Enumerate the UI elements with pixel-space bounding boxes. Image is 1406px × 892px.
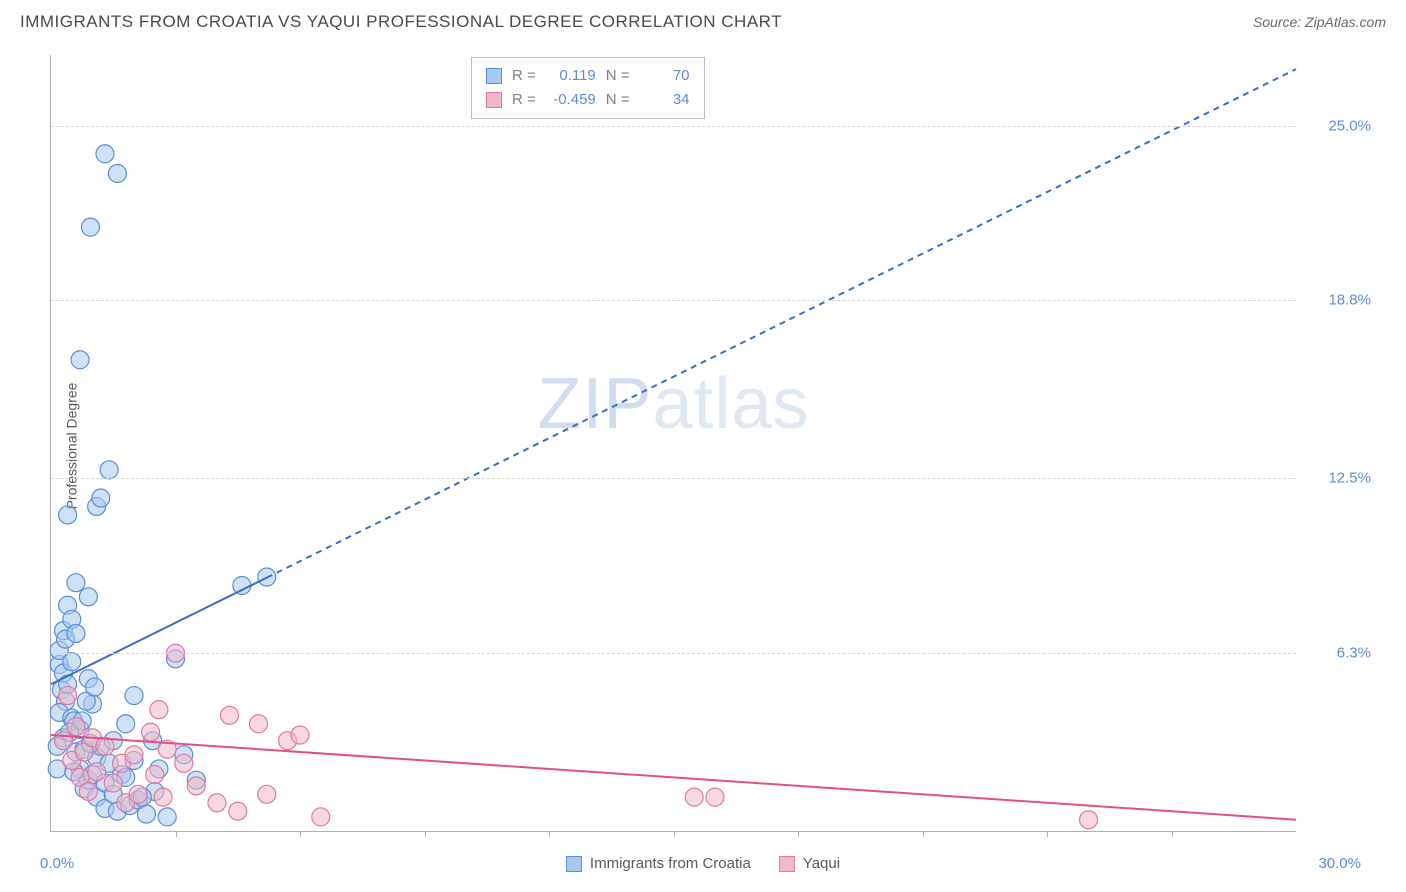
x-tick	[923, 831, 924, 837]
series-legend: Immigrants from Croatia Yaqui	[566, 855, 840, 872]
legend-swatch	[486, 92, 502, 108]
data-point	[59, 506, 77, 524]
source-prefix: Source:	[1253, 14, 1305, 30]
data-point	[208, 794, 226, 812]
data-point	[125, 687, 143, 705]
data-point	[96, 145, 114, 163]
data-point	[54, 732, 72, 750]
gridline	[51, 653, 1296, 654]
x-tick	[674, 831, 675, 837]
trend-line-dashed	[267, 69, 1296, 578]
legend-swatch	[566, 856, 582, 872]
data-point	[150, 701, 168, 719]
gridline	[51, 478, 1296, 479]
legend-item: Yaqui	[779, 855, 840, 872]
r-label: R =	[512, 64, 536, 88]
source-attribution: Source: ZipAtlas.com	[1253, 14, 1386, 30]
data-point	[154, 788, 172, 806]
data-point	[146, 766, 164, 784]
data-point	[67, 574, 85, 592]
stat-legend-row: R = -0.459 N = 34	[486, 88, 690, 112]
legend-label: Yaqui	[803, 855, 840, 872]
x-tick	[425, 831, 426, 837]
n-value: 34	[640, 88, 690, 112]
data-point	[100, 461, 118, 479]
source-name: ZipAtlas.com	[1305, 14, 1386, 30]
data-point	[81, 218, 99, 236]
data-point	[175, 754, 193, 772]
data-point	[92, 489, 110, 507]
data-point	[79, 782, 97, 800]
data-point	[129, 785, 147, 803]
y-tick-label: 18.8%	[1328, 292, 1371, 309]
data-point	[229, 802, 247, 820]
data-point	[59, 687, 77, 705]
gridline	[51, 300, 1296, 301]
data-point	[706, 788, 724, 806]
data-point	[187, 777, 205, 795]
chart-title: IMMIGRANTS FROM CROATIA VS YAQUI PROFESS…	[20, 12, 782, 32]
data-point	[63, 653, 81, 671]
data-point	[158, 808, 176, 826]
data-point	[258, 785, 276, 803]
x-tick	[300, 831, 301, 837]
r-value: 0.119	[546, 64, 596, 88]
data-point	[220, 706, 238, 724]
data-point	[86, 678, 104, 696]
x-tick	[1047, 831, 1048, 837]
x-tick	[549, 831, 550, 837]
stat-legend-box: R = 0.119 N = 70 R = -0.459 N = 34	[471, 57, 705, 119]
data-point	[685, 788, 703, 806]
x-tick	[798, 831, 799, 837]
legend-item: Immigrants from Croatia	[566, 855, 751, 872]
x-axis-min-label: 0.0%	[40, 855, 74, 872]
data-point	[250, 715, 268, 733]
data-point	[125, 746, 143, 764]
stat-legend-row: R = 0.119 N = 70	[486, 64, 690, 88]
data-point	[104, 774, 122, 792]
x-tick	[1172, 831, 1173, 837]
x-tick	[176, 831, 177, 837]
gridline	[51, 126, 1296, 127]
data-point	[142, 723, 160, 741]
data-point	[71, 351, 89, 369]
data-point	[79, 588, 97, 606]
y-tick-label: 6.3%	[1337, 645, 1371, 662]
n-label: N =	[606, 64, 630, 88]
legend-swatch	[779, 856, 795, 872]
data-point	[291, 726, 309, 744]
legend-label: Immigrants from Croatia	[590, 855, 751, 872]
data-point	[312, 808, 330, 826]
data-point	[67, 718, 85, 736]
scatter-svg	[51, 55, 1296, 831]
y-tick-label: 25.0%	[1328, 117, 1371, 134]
r-label: R =	[512, 88, 536, 112]
r-value: -0.459	[546, 88, 596, 112]
n-value: 70	[640, 64, 690, 88]
data-point	[88, 763, 106, 781]
legend-swatch	[486, 68, 502, 84]
data-point	[1080, 811, 1098, 829]
data-point	[233, 577, 251, 595]
data-point	[108, 165, 126, 183]
x-axis-max-label: 30.0%	[1318, 855, 1361, 872]
n-label: N =	[606, 88, 630, 112]
y-tick-label: 12.5%	[1328, 470, 1371, 487]
plot-area: ZIPatlas R =0.119N =70R =-0.459N =34 6.3…	[50, 55, 1296, 832]
data-point	[67, 624, 85, 642]
data-point	[117, 715, 135, 733]
data-point	[137, 805, 155, 823]
